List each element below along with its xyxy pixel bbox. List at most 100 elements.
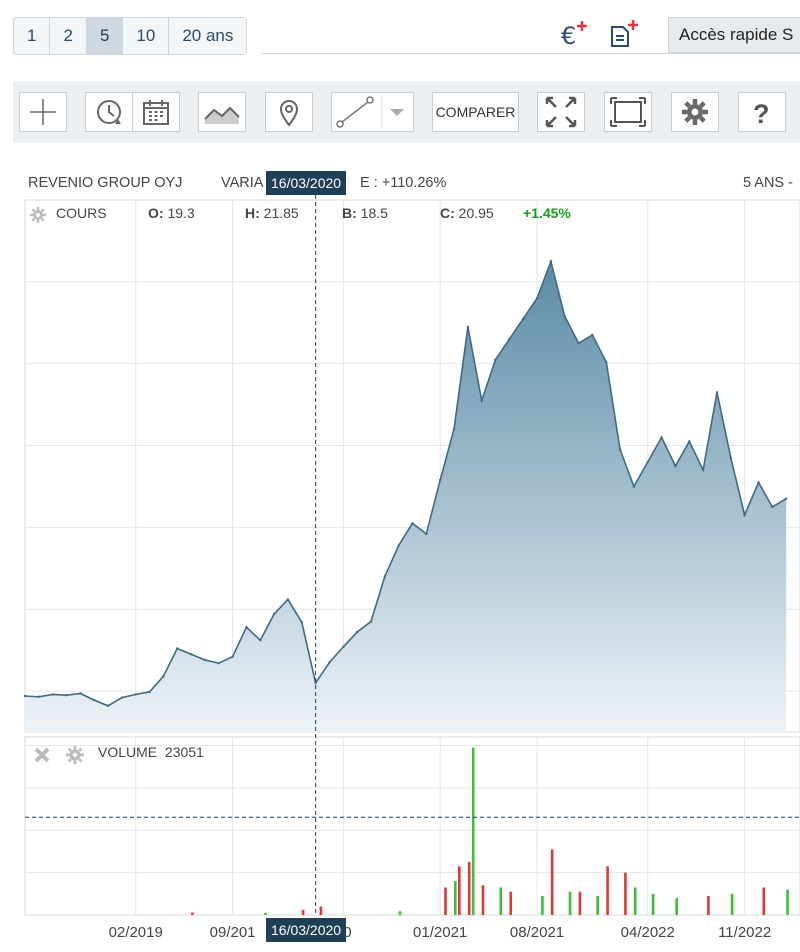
change-value: +1.45% (523, 205, 571, 221)
price-point (189, 653, 193, 656)
price-point (688, 440, 691, 443)
price-point (674, 464, 677, 468)
price-point (785, 497, 788, 500)
help-button[interactable]: ? (738, 92, 786, 132)
price-point (632, 485, 636, 488)
volume-bar (651, 893, 655, 915)
period-tab-10[interactable]: 10 (123, 18, 170, 54)
volume-bar (675, 898, 678, 915)
volume-bar (730, 893, 734, 915)
settings-button[interactable] (671, 92, 719, 132)
area-chart-icon (204, 106, 240, 124)
high-label: H: 21.85 (245, 205, 299, 221)
volume-bar (762, 887, 766, 915)
volume-bar (606, 866, 609, 915)
volume-bar (499, 887, 503, 915)
price-point (411, 522, 414, 525)
instrument-info: REVENIO GROUP OYJ VARIA E : +110.26% 5 A… (0, 172, 800, 194)
price-point (217, 662, 220, 665)
x-tick-label: 01/2021 (413, 924, 467, 941)
high-value: 21.85 (263, 205, 299, 221)
close-label: C: 20.95 (440, 205, 494, 221)
volume-bar (624, 872, 627, 915)
price-point (314, 681, 317, 685)
euro-add-icon: € (561, 21, 587, 50)
calendar-button[interactable] (132, 92, 180, 132)
price-point (65, 694, 68, 697)
variation-prefix: VARIA (221, 175, 264, 191)
price-point (245, 626, 248, 629)
frame-icon (610, 97, 646, 127)
volume-bar (471, 747, 475, 915)
close-icon[interactable] (33, 746, 51, 764)
price-point (342, 645, 345, 649)
price-point (535, 297, 539, 300)
volume-bar (541, 895, 544, 915)
volume-label: VOLUME 23051 (98, 744, 204, 760)
document-add-icon (611, 20, 638, 47)
volume-bar (509, 891, 512, 915)
location-pin-icon (279, 100, 299, 127)
price-point (286, 598, 290, 601)
volume-bar (444, 887, 447, 915)
price-point (729, 456, 732, 459)
volume-value: 23051 (164, 744, 204, 760)
crosshair-icon (30, 99, 56, 125)
volume-bar (578, 891, 582, 915)
history-button[interactable] (85, 92, 133, 132)
price-point (37, 695, 40, 698)
volume-bar (707, 895, 710, 915)
price-point (134, 693, 137, 696)
price-point (508, 337, 511, 341)
expand-icon (545, 96, 577, 128)
price-point (176, 647, 179, 650)
low-value: 18.5 (360, 205, 388, 221)
period-tabs: 1 2 5 10 20 ans (13, 17, 248, 55)
volume-bar (568, 891, 572, 915)
price-point (715, 391, 719, 394)
period-tab-5[interactable]: 5 (86, 18, 124, 54)
variation-value: E : +110.26% (360, 175, 447, 191)
period-tab-2[interactable]: 2 (50, 18, 87, 54)
price-point (660, 436, 663, 439)
quick-access-dropdown[interactable]: Accès rapide S (668, 17, 800, 53)
volume-bar (191, 912, 194, 915)
volume-bar (458, 866, 461, 915)
add-currency-button[interactable]: € (558, 18, 590, 50)
compare-button[interactable]: COMPARER (432, 92, 519, 132)
volume-bar (398, 911, 402, 915)
price-point (259, 639, 262, 642)
price-point (591, 333, 594, 337)
price-point (203, 658, 207, 662)
instrument-name: REVENIO GROUP OYJ (28, 175, 183, 191)
volume-settings-icon[interactable] (66, 746, 84, 764)
fullscreen-button[interactable] (537, 92, 585, 132)
price-point (383, 575, 386, 578)
volume-bar (786, 889, 789, 915)
price-point (148, 690, 151, 694)
frame-button[interactable] (604, 92, 652, 132)
draw-line-button[interactable] (331, 92, 414, 132)
price-point (120, 696, 124, 699)
open-label: O: 19.3 (148, 205, 195, 221)
price-point (466, 325, 470, 329)
price-point (494, 358, 497, 361)
volume-bar (264, 912, 267, 915)
marker-button[interactable] (265, 92, 313, 132)
series-label: COURS (56, 205, 107, 221)
open-value: 19.3 (167, 205, 195, 221)
price-point (272, 612, 276, 616)
add-document-button[interactable] (607, 18, 639, 50)
chart-type-button[interactable] (198, 92, 246, 132)
price-point (369, 620, 373, 623)
period-tab-20[interactable]: 20 ans (182, 26, 234, 45)
cursor-date-bottom: 16/03/2020 (266, 918, 347, 942)
crosshair-button[interactable] (19, 92, 67, 132)
series-settings-icon[interactable] (30, 207, 46, 223)
x-tick-label: 02/2019 (109, 924, 163, 941)
price-point (300, 621, 303, 624)
price-point (605, 360, 608, 364)
price-point (162, 675, 165, 678)
period-tab-1[interactable]: 1 (14, 18, 51, 54)
